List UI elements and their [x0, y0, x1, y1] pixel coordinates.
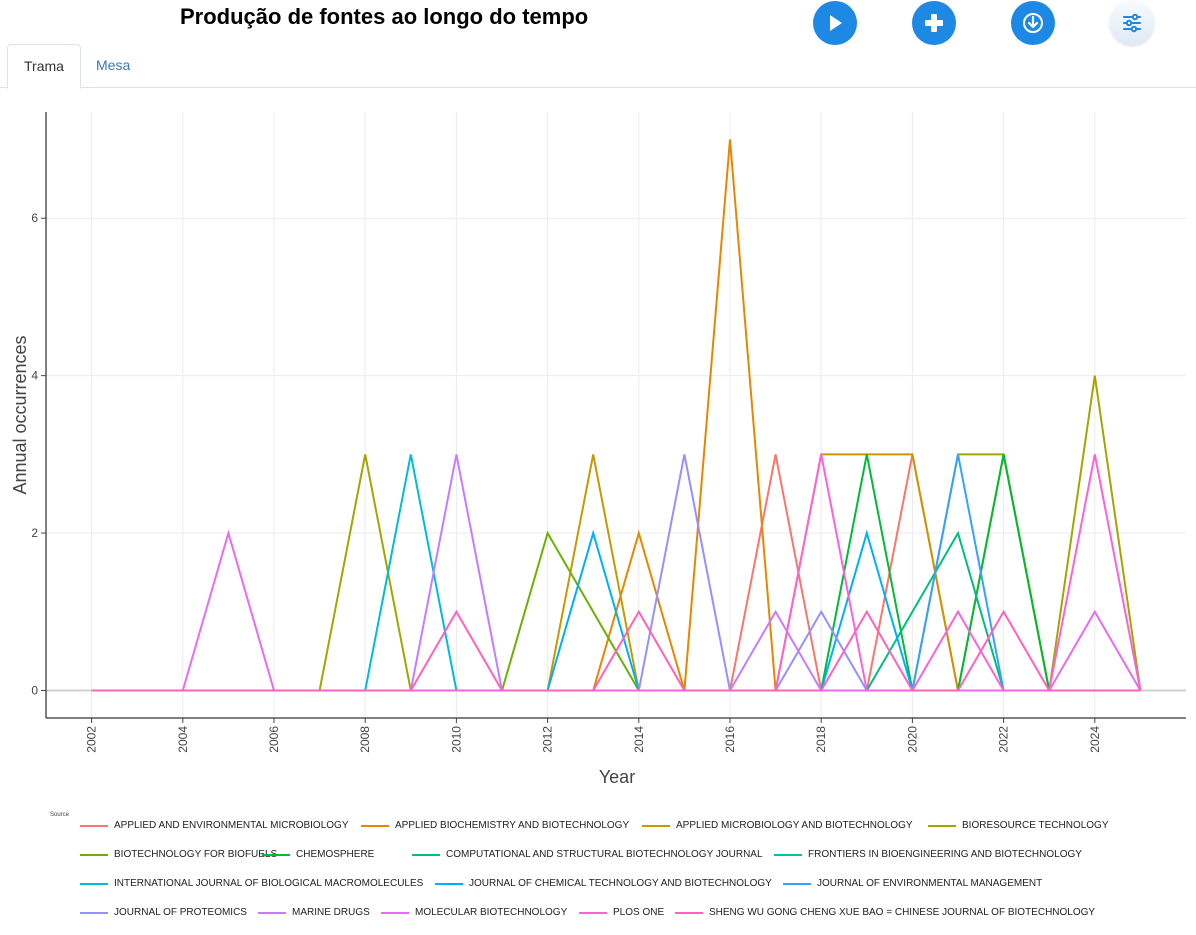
series-line-15[interactable] [91, 609, 1141, 692]
legend-item[interactable]: CHEMOSPHERE [262, 849, 374, 860]
settings-button[interactable] [1110, 1, 1154, 45]
legend-swatch [579, 911, 607, 914]
x-axis-label: Year [599, 767, 635, 787]
line-chart: 2002 2004 2006 2008 2010 2012 2014 2016 2018 2020… [10, 112, 1186, 787]
legend-item[interactable]: APPLIED AND ENVIRONMENTAL MICROBIOLOGY [80, 820, 349, 831]
page-title: Produção de fontes ao longo do tempo [180, 4, 589, 29]
legend-item[interactable]: FRONTIERS IN BIOENGINEERING AND BIOTECHN… [774, 849, 1082, 860]
x-tick-label: 2020 [905, 726, 919, 753]
plus-icon [925, 14, 943, 32]
y-tick-label: 6 [31, 211, 38, 225]
legend-label: BIORESOURCE TECHNOLOGY [962, 820, 1109, 831]
play-icon [830, 15, 842, 31]
legend-item[interactable]: SHENG WU GONG CHENG XUE BAO = CHINESE JO… [675, 907, 1095, 918]
legend-label: CHEMOSPHERE [296, 849, 375, 860]
x-tick-label: 2008 [358, 726, 372, 753]
series-line-1[interactable] [91, 139, 1141, 692]
sliders-icon [1123, 13, 1141, 33]
legend-item[interactable]: INTERNATIONAL JOURNAL OF BIOLOGICAL MACR… [80, 878, 423, 889]
tab-trama[interactable]: Trama [7, 44, 81, 89]
legend-swatch [928, 824, 956, 827]
legend-swatch [361, 824, 389, 827]
x-tick-label: 2002 [85, 726, 99, 753]
legend-label: BIOTECHNOLOGY FOR BIOFUELS [114, 849, 278, 860]
legend-label: MOLECULAR BIOTECHNOLOGY [415, 907, 568, 918]
legend-item[interactable]: MARINE DRUGS [258, 907, 370, 918]
x-tick-label: 2006 [267, 726, 281, 753]
legend-item[interactable]: MOLECULAR BIOTECHNOLOGY [381, 907, 567, 918]
x-tick-label: 2022 [997, 726, 1011, 753]
x-tick-label: 2010 [449, 726, 463, 753]
legend-label: APPLIED BIOCHEMISTRY AND BIOTECHNOLOGY [395, 820, 630, 831]
x-tick-label: 2024 [1088, 726, 1102, 753]
legend-swatch [435, 882, 463, 885]
y-tick-label: 2 [31, 526, 38, 540]
tick-labels: 2002 2004 2006 2008 2010 2012 2014 2016 2018 2020… [31, 211, 1101, 752]
legend-swatch [80, 824, 108, 827]
x-tick-label: 2014 [632, 726, 646, 753]
legend-swatch [80, 911, 108, 914]
legend-item[interactable]: JOURNAL OF CHEMICAL TECHNOLOGY AND BIOTE… [435, 878, 772, 889]
legend-label: SHENG WU GONG CHENG XUE BAO = CHINESE JO… [709, 907, 1096, 918]
legend-label: MARINE DRUGS [292, 907, 370, 918]
legend-label: FRONTIERS IN BIOENGINEERING AND BIOTECHN… [808, 849, 1082, 860]
series-lines [91, 139, 1142, 692]
legend-label: APPLIED MICROBIOLOGY AND BIOTECHNOLOGY [676, 820, 913, 831]
x-tick-label: 2018 [814, 726, 828, 753]
legend-swatch [80, 853, 108, 856]
y-axis-label: Annual occurrences [10, 335, 30, 494]
legend-swatch [262, 853, 290, 856]
tab-mesa[interactable]: Mesa [96, 57, 131, 73]
legend-item[interactable]: PLOS ONE [579, 907, 664, 918]
legend-label: PLOS ONE [613, 907, 665, 918]
legend-swatch [675, 911, 703, 914]
legend-item[interactable]: COMPUTATIONAL AND STRUCTURAL BIOTECHNOLO… [412, 849, 763, 860]
legend-swatch [258, 911, 286, 914]
y-tick-label: 4 [31, 369, 38, 383]
legend-item[interactable]: APPLIED BIOCHEMISTRY AND BIOTECHNOLOGY [361, 820, 629, 831]
add-button[interactable] [912, 1, 956, 45]
legend-item[interactable]: BIORESOURCE TECHNOLOGY [928, 820, 1109, 831]
legend-swatch [783, 882, 811, 885]
legend-swatch [642, 824, 670, 827]
x-tick-label: 2004 [176, 726, 190, 753]
legend-label: INTERNATIONAL JOURNAL OF BIOLOGICAL MACR… [114, 878, 424, 889]
legend-swatch [412, 853, 440, 856]
legend-swatch [774, 853, 802, 856]
legend-label: COMPUTATIONAL AND STRUCTURAL BIOTECHNOLO… [446, 849, 763, 860]
legend: Source APPLIED AND ENVIRONMENTAL MICROBI… [50, 812, 1190, 932]
legend-swatch [80, 882, 108, 885]
legend-item[interactable]: JOURNAL OF ENVIRONMENTAL MANAGEMENT [783, 878, 1042, 889]
legend-item[interactable]: BIOTECHNOLOGY FOR BIOFUELS [80, 849, 277, 860]
legend-label: JOURNAL OF PROTEOMICS [114, 907, 247, 918]
legend-item[interactable]: JOURNAL OF PROTEOMICS [80, 907, 247, 918]
legend-title: Source [50, 812, 70, 818]
download-button[interactable] [1011, 1, 1055, 45]
legend-label: JOURNAL OF ENVIRONMENTAL MANAGEMENT [817, 878, 1043, 889]
x-tick-label: 2016 [723, 726, 737, 753]
legend-label: JOURNAL OF CHEMICAL TECHNOLOGY AND BIOTE… [469, 878, 772, 889]
legend-swatch [381, 911, 409, 914]
y-tick-label: 0 [31, 683, 38, 697]
x-tick-label: 2012 [541, 726, 555, 753]
play-button[interactable] [813, 1, 857, 45]
download-icon [1023, 13, 1043, 33]
legend-item[interactable]: APPLIED MICROBIOLOGY AND BIOTECHNOLOGY [642, 820, 913, 831]
tab-bar: Trama Mesa [0, 44, 1196, 89]
grid-lines [46, 112, 1186, 718]
axes [45, 112, 1186, 719]
legend-label: APPLIED AND ENVIRONMENTAL MICROBIOLOGY [114, 820, 349, 831]
